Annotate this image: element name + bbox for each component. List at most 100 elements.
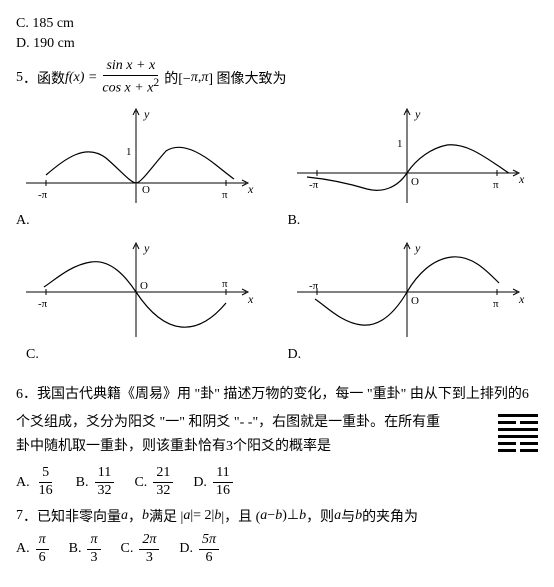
svg-text:x: x: [518, 172, 525, 186]
q6-c-den: 32: [153, 483, 173, 500]
q6-opt-a: A. 516: [16, 465, 58, 500]
q7-th: 与: [341, 506, 355, 526]
q6-a-den: 16: [36, 483, 56, 500]
origin-label: O: [142, 184, 150, 196]
q7-tc: 满足 |: [149, 506, 183, 526]
q6-options: A. 516 B. 1132 C. 2132 D. 1116: [16, 465, 538, 500]
y-axis-label: y: [143, 107, 150, 121]
q6-line1: 6．我国古代典籍《周易》用 "卦" 描述万物的变化，每一 "重卦" 由从下到上排…: [16, 383, 538, 403]
q5-prefix: ．函数: [23, 68, 65, 88]
q7-tg: ，则: [306, 506, 334, 526]
q6-d-den: 16: [213, 483, 233, 500]
q7-b5: b: [355, 508, 362, 524]
q7-options: A. π6 B. π3 C. 2π3 D. 5π6: [16, 532, 538, 567]
q7-b-den: 3: [87, 550, 100, 567]
q5-graph-b: O y x 1 -π π: [287, 103, 538, 213]
q5-graph-a: O y x 1 -π π: [16, 103, 267, 213]
svg-text:π: π: [493, 179, 499, 191]
q7-tb: ，: [128, 506, 142, 526]
q7-b4: b: [299, 508, 306, 524]
q6-c-num: 21: [153, 465, 173, 483]
q5-labels-row2: C. D.: [16, 347, 538, 363]
q5-graph-d: O y x -π π: [287, 237, 538, 347]
q6-a-num: 5: [39, 465, 52, 483]
q5-pi2: π: [201, 70, 208, 86]
q7-a-num: π: [36, 532, 49, 550]
q6-d-num: 11: [213, 465, 232, 483]
q7-a3: a: [260, 508, 267, 524]
svg-text:x: x: [518, 292, 525, 306]
x-axis-label: x: [247, 182, 254, 196]
svg-text:x: x: [247, 292, 254, 306]
q5-stem: 5 ．函数 f(x) = sin x + x cos x + x2 的[−π, …: [16, 58, 538, 97]
q6-b-num: 11: [95, 465, 114, 483]
q6-text1: ．我国古代典籍《周易》用 "卦" 描述万物的变化，每一 "重卦" 由从下到上排列…: [23, 387, 529, 402]
q7-ti: 的夹角为: [362, 506, 418, 526]
q7-opt-b: B. π3: [69, 532, 103, 567]
svg-text:y: y: [414, 107, 421, 121]
q5-suffix: ] 图像大致为: [208, 68, 286, 88]
q7-minus: −: [267, 508, 275, 524]
q5-frac-den: cos x + x2: [99, 76, 162, 97]
q5-label-a: A.: [16, 213, 267, 229]
q5-fraction: sin x + x cos x + x2: [99, 58, 162, 97]
svg-text:1: 1: [397, 138, 403, 150]
q7-b3: b: [275, 508, 282, 524]
svg-text:-π: -π: [38, 298, 48, 310]
q5-number: 5: [16, 70, 23, 86]
q5-fx: f(x) =: [65, 70, 97, 86]
q7-labA: A.: [16, 541, 30, 557]
q7-opt-d: D. 5π6: [179, 532, 221, 567]
q5-mid-a: 的[−: [164, 68, 191, 88]
q6-opt-c: C. 2132: [134, 465, 175, 500]
q7-tf: )⊥: [282, 507, 299, 524]
q7-labC: C.: [121, 541, 134, 557]
svg-text:y: y: [143, 241, 150, 255]
q7-number: 7: [16, 508, 23, 524]
q7-b2: b: [214, 508, 221, 524]
q6-opt-d: D. 1116: [193, 465, 235, 500]
q7-stem: 7 ．已知非零向量 a ， b 满足 | a |= 2| b |，且 ( a −…: [16, 506, 538, 526]
q7-labD: D.: [179, 541, 193, 557]
svg-text:O: O: [411, 295, 419, 307]
q6-line2b: 卦中随机取一重卦，则该重卦恰有3个阳爻的概率是: [16, 435, 488, 455]
q7-b1: b: [142, 508, 149, 524]
svg-text:π: π: [222, 278, 228, 290]
q7-c-den: 3: [143, 550, 156, 567]
q6-opt-b: B. 1132: [76, 465, 117, 500]
q6-labD: D.: [193, 475, 207, 491]
q5-labels-row1: A. B.: [16, 213, 538, 229]
q6-body: 个爻组成，爻分为阳爻 "一" 和阴爻 "- -"，右图就是一重卦。在所有重 卦中…: [16, 407, 538, 459]
q5-label-b: B.: [287, 213, 538, 229]
neg-pi-label: -π: [38, 189, 48, 201]
q5-pi1: π: [191, 70, 198, 86]
svg-text:-π: -π: [309, 179, 319, 191]
q6-b-den: 32: [94, 483, 114, 500]
svg-text:O: O: [140, 280, 148, 292]
q6-line2a: 个爻组成，爻分为阳爻 "一" 和阴爻 "- -"，右图就是一重卦。在所有重: [16, 411, 488, 431]
q7-te: |，且 (: [221, 506, 260, 526]
q7-d-num: 5π: [199, 532, 219, 550]
svg-text:-π: -π: [309, 280, 319, 292]
q7-a4: a: [334, 508, 341, 524]
q7-a-den: 6: [36, 550, 49, 567]
q7-a2: a: [183, 508, 190, 524]
q6-number: 6: [16, 387, 23, 402]
q5-frac-den-exp: 2: [153, 76, 159, 89]
q5-frac-num: sin x + x: [103, 58, 158, 76]
q7-ta: ．已知非零向量: [23, 506, 121, 526]
q5-graph-c: O y x -π π: [16, 237, 267, 347]
q5-label-c: C.: [16, 347, 277, 363]
q6-labB: B.: [76, 475, 89, 491]
pi-label: π: [222, 189, 228, 201]
q5-label-d: D.: [277, 347, 538, 363]
option-d: D. 190 cm: [16, 36, 538, 52]
svg-text:y: y: [414, 241, 421, 255]
option-c: C. 185 cm: [16, 16, 538, 32]
q7-opt-c: C. 2π3: [121, 532, 162, 567]
q7-labB: B.: [69, 541, 82, 557]
hexagram-icon: [498, 411, 538, 456]
q5-graphs-row2: O y x -π π O y x -π π: [16, 237, 538, 347]
q7-a1: a: [121, 508, 128, 524]
q7-b-num: π: [87, 532, 100, 550]
